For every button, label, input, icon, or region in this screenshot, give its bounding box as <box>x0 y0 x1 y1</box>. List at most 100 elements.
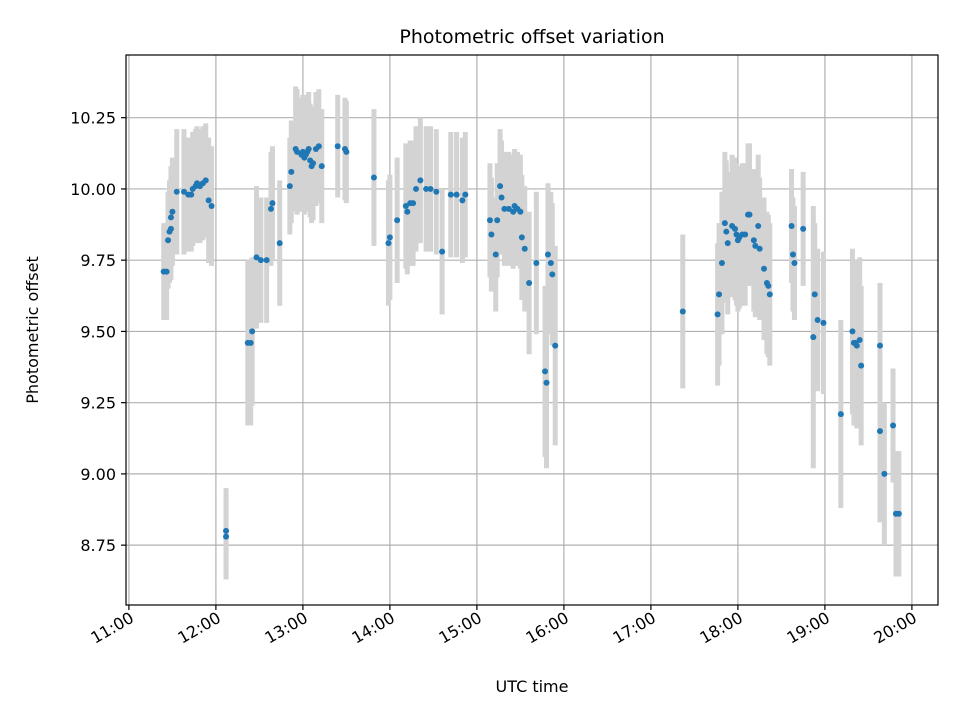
data-point <box>165 237 172 244</box>
data-point <box>791 260 798 267</box>
data-point <box>334 143 341 150</box>
data-point <box>318 163 325 170</box>
data-point <box>510 208 517 215</box>
data-point <box>286 183 293 190</box>
data-point <box>423 185 430 192</box>
data-point <box>385 240 392 247</box>
data-point <box>718 260 725 267</box>
data-point <box>276 240 283 247</box>
data-point <box>837 411 844 418</box>
data-point <box>881 470 888 477</box>
data-point <box>810 334 817 341</box>
y-axis: 8.75 9.00 9.25 9.50 9.75 10.00 10.25 <box>70 109 126 555</box>
y-tick-label: 8.75 <box>80 536 116 555</box>
data-point <box>370 174 377 181</box>
data-point <box>486 217 493 224</box>
data-point <box>257 257 264 264</box>
data-point <box>742 231 749 238</box>
data-point <box>288 168 295 175</box>
data-point <box>746 211 753 218</box>
data-point <box>521 245 528 252</box>
data-point <box>247 339 254 346</box>
data-point <box>811 291 818 298</box>
data-point <box>494 217 501 224</box>
data-point <box>223 527 230 534</box>
y-tick-label: 10.25 <box>70 109 116 128</box>
plot-frame <box>125 54 939 606</box>
data-point <box>790 251 796 258</box>
data-point <box>518 234 525 241</box>
data-point <box>188 191 195 198</box>
data-point <box>386 234 393 241</box>
data-point <box>766 291 773 298</box>
data-point <box>820 319 827 326</box>
data-point <box>394 217 401 224</box>
data-point <box>433 188 440 195</box>
data-point <box>501 205 508 212</box>
data-point <box>249 328 256 335</box>
data-point <box>526 279 533 286</box>
data-point <box>890 422 897 429</box>
y-tick-label: 9.75 <box>80 251 116 270</box>
data-point <box>544 251 551 258</box>
data-point <box>413 185 419 192</box>
data-point <box>305 146 312 153</box>
data-point <box>498 194 505 201</box>
data-point <box>181 188 187 195</box>
data-point <box>814 317 821 324</box>
data-point <box>310 160 317 167</box>
data-point <box>343 148 350 155</box>
y-tick-label: 9.50 <box>80 322 116 341</box>
data-point <box>163 268 170 275</box>
data-point <box>856 336 863 343</box>
data-point <box>800 225 807 232</box>
data-point <box>269 200 276 207</box>
data-point <box>765 282 772 289</box>
data-point <box>488 231 495 238</box>
data-point <box>167 225 174 232</box>
data-point <box>877 428 883 435</box>
data-point <box>294 148 301 155</box>
data-point <box>417 177 424 184</box>
data-point <box>761 265 767 272</box>
data-points <box>160 143 902 540</box>
data-point <box>427 185 434 192</box>
data-point <box>517 208 524 215</box>
data-point <box>752 242 759 249</box>
data-point <box>721 220 728 227</box>
data-point <box>788 222 795 229</box>
data-point <box>459 197 466 204</box>
data-point <box>877 342 883 349</box>
data-point <box>849 328 856 335</box>
data-point <box>169 208 176 215</box>
data-point <box>732 225 738 232</box>
y-axis-title: Photometric offset <box>23 256 42 404</box>
data-point <box>447 191 454 198</box>
data-point <box>492 251 499 258</box>
data-point <box>173 188 180 195</box>
data-point <box>223 533 230 540</box>
data-point <box>858 362 865 369</box>
data-point <box>205 197 212 204</box>
y-tick-label: 9.25 <box>80 394 116 413</box>
data-point <box>755 222 762 229</box>
data-point <box>714 311 721 318</box>
data-point <box>542 368 549 375</box>
data-point <box>853 342 860 349</box>
data-point <box>404 208 411 215</box>
data-point <box>679 308 686 315</box>
data-point <box>453 191 460 198</box>
data-point <box>549 271 556 278</box>
data-point <box>552 342 559 349</box>
data-point <box>402 203 409 210</box>
data-point <box>756 245 763 252</box>
data-point <box>497 183 504 190</box>
data-point <box>268 205 274 212</box>
y-tick-label: 10.00 <box>70 180 116 199</box>
data-point <box>208 203 215 210</box>
y-tick-label: 9.00 <box>80 465 116 484</box>
data-point <box>410 200 417 207</box>
data-point <box>253 254 260 261</box>
